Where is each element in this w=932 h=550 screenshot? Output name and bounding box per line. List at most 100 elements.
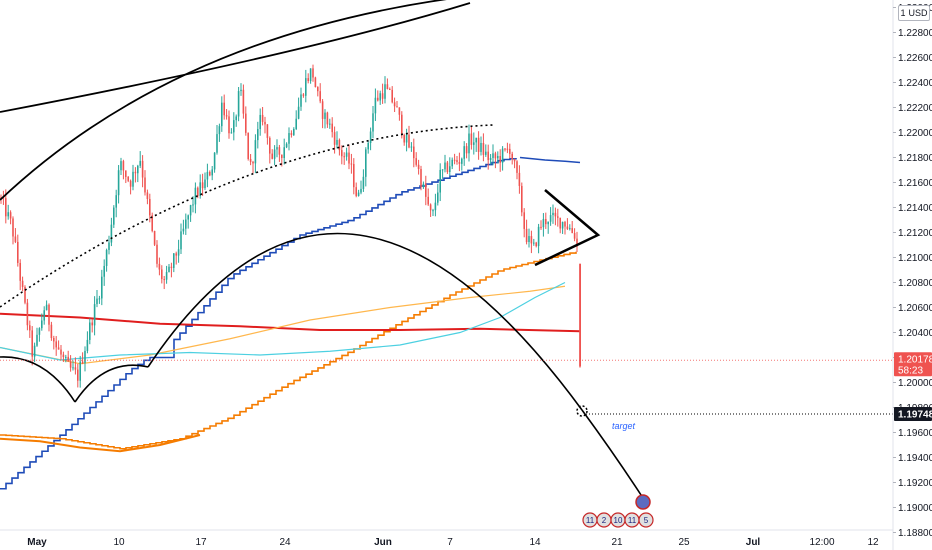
candle-body [557, 216, 559, 218]
candle-body [127, 176, 129, 181]
candle-body [189, 205, 192, 216]
candle-body [422, 183, 425, 188]
economic-events[interactable]: 11 2 10 11 5 [582, 494, 654, 528]
event-badge-label: 11 [628, 516, 637, 525]
event-badge[interactable]: 2 [596, 512, 612, 528]
price-tick-label: 1.19600 [898, 428, 932, 439]
candle-body [324, 112, 326, 119]
candle-body [410, 146, 413, 148]
price-tick-label: 1.21400 [898, 203, 932, 214]
candle-body [276, 147, 278, 150]
event-badge[interactable]: 10 [610, 512, 626, 528]
candle-body [194, 187, 197, 205]
candle-body [48, 304, 50, 325]
candle-body [511, 153, 513, 160]
candle-body [168, 266, 170, 273]
candle-body [317, 87, 319, 92]
candle-body [273, 149, 276, 159]
candle-body [216, 134, 218, 153]
candle-body [441, 169, 444, 171]
candle-body [125, 170, 127, 177]
candle-body [197, 187, 199, 196]
price-tick-label: 1.20400 [898, 328, 932, 339]
candle-body [67, 356, 69, 362]
time-tick-label: 10 [113, 537, 125, 548]
candle-body [453, 159, 456, 161]
price-axis[interactable]: 1.188001.190001.192001.194001.196001.198… [892, 0, 932, 550]
candle-body [434, 202, 437, 211]
price-tick-label: 1.21600 [898, 178, 932, 189]
blue-line-extension [519, 156, 581, 164]
candle-body [137, 165, 139, 174]
event-badge[interactable]: 11 [624, 512, 640, 528]
candle-body [261, 114, 264, 122]
candle-body [444, 162, 446, 170]
candle-body [525, 228, 528, 243]
price-tick-label: 1.20000 [898, 378, 932, 389]
target-annotation[interactable]: target [612, 421, 636, 431]
candle-body [391, 89, 393, 103]
candle-body [144, 177, 146, 193]
orange-step-line [0, 251, 577, 450]
event-badge-label: 5 [644, 516, 649, 525]
candle-body [530, 236, 533, 244]
candle-body [415, 158, 417, 165]
price-tick-label: 1.21800 [898, 153, 932, 164]
candle-body [470, 133, 473, 145]
candle-body [233, 120, 235, 133]
candle-body [336, 139, 338, 145]
candle-body [33, 345, 36, 357]
candle-body [403, 135, 405, 143]
candle-body [314, 77, 317, 88]
candle-body [101, 276, 103, 299]
candle-body [499, 155, 501, 163]
time-tick-label: Jul [746, 537, 761, 548]
candle-body [146, 192, 149, 199]
candle-body [516, 161, 518, 173]
time-axis[interactable]: May 10 17 24 Jun 7 14 21 25 Jul 12:00 12 [0, 529, 893, 548]
candle-body [45, 304, 48, 311]
candle-body [386, 84, 389, 90]
drawing-layer[interactable]: target [0, 0, 893, 499]
candle-body [91, 322, 93, 326]
candle-body [501, 148, 504, 163]
candle-body [141, 160, 144, 178]
candle-body [465, 146, 468, 154]
candle-body [269, 137, 271, 154]
candle-body [221, 102, 223, 127]
candle-body [103, 265, 105, 277]
price-tick-label: 1.22400 [898, 78, 932, 89]
candle-body [489, 157, 492, 161]
candle-body [19, 262, 21, 281]
currency-badge[interactable]: 1 USD [898, 5, 930, 21]
candle-body [65, 356, 67, 358]
candle-body [173, 253, 175, 268]
candle-body [139, 160, 141, 166]
event-badge[interactable]: 5 [638, 512, 654, 528]
event-badge[interactable]: 11 [582, 512, 598, 528]
price-tick-label: 1.21200 [898, 228, 932, 239]
time-tick-label: 21 [611, 537, 623, 548]
candle-body [240, 89, 242, 92]
candle-body [158, 263, 161, 270]
indicator-layer [0, 156, 581, 490]
candle-body [564, 221, 566, 227]
candle-body [79, 361, 81, 381]
candle-body [379, 93, 381, 101]
candle-body [487, 151, 489, 161]
last-price-value: 1.20178 [898, 354, 932, 365]
candle-body [153, 230, 156, 245]
candle-body [537, 226, 540, 247]
candle-body [41, 320, 43, 329]
event-flag-icon[interactable] [635, 494, 651, 510]
candle-body [223, 102, 225, 116]
candle-body [225, 115, 228, 117]
candle-body [129, 180, 132, 187]
candle-body [110, 224, 113, 243]
candle-body [228, 116, 230, 134]
candle-body [463, 146, 465, 159]
candle-body [204, 179, 206, 189]
